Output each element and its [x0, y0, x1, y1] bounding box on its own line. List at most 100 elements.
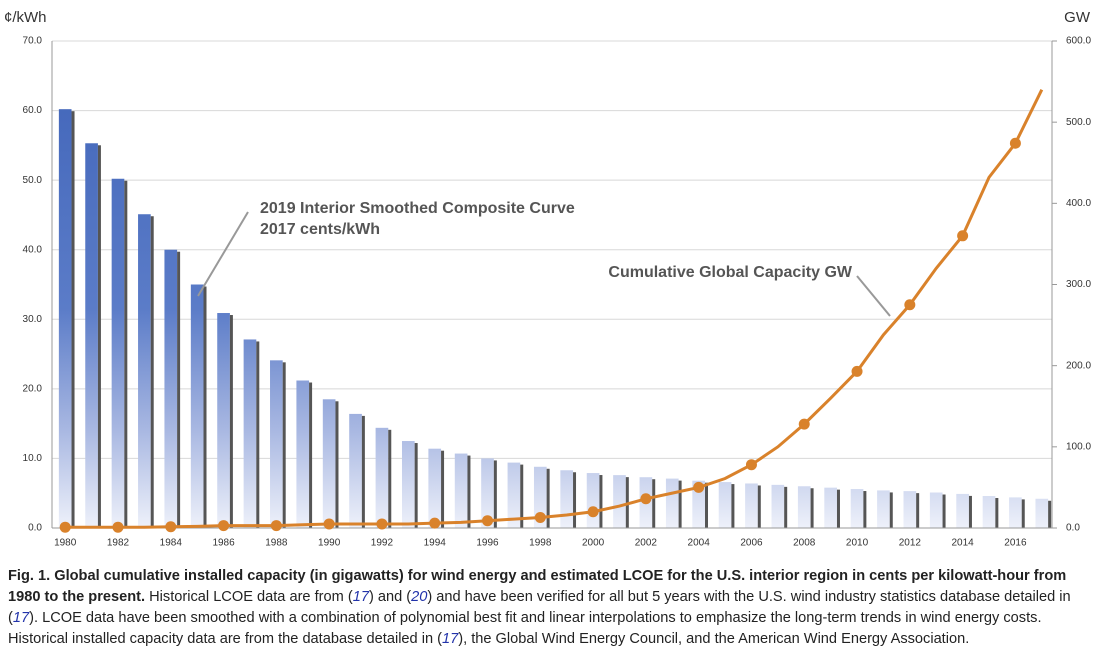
bar-shade — [229, 315, 233, 528]
bar — [982, 495, 996, 528]
bar-shade — [1048, 500, 1052, 528]
bar — [138, 214, 151, 529]
bar-shade — [916, 493, 920, 528]
x-tick-label: 1980 — [54, 538, 77, 549]
chart: ¢/kWh GW 2019 Interior Smoothed Composit… — [4, 9, 1091, 549]
bar-shade — [810, 488, 814, 528]
bar-shade — [520, 464, 524, 528]
bar — [481, 458, 494, 528]
bar-shade — [757, 485, 761, 528]
bar — [560, 470, 574, 528]
line-marker — [745, 459, 757, 471]
bar — [349, 413, 362, 528]
y-tick-label: 40.0 — [23, 244, 43, 255]
line-marker — [323, 518, 335, 530]
bar-shade — [97, 145, 101, 528]
bar — [507, 462, 521, 528]
y2-tick-label: 0.0 — [1066, 523, 1080, 534]
line-marker — [165, 521, 177, 533]
bar — [903, 491, 917, 528]
y2-tick-label: 400.0 — [1066, 198, 1091, 209]
bar — [296, 380, 310, 528]
bar-shade — [282, 362, 286, 528]
x-tick-label: 1992 — [371, 538, 394, 549]
line — [65, 89, 1044, 529]
bar — [586, 473, 600, 528]
annotation: 2019 Interior Smoothed Composite Curve — [260, 200, 575, 217]
bar — [929, 492, 943, 528]
caption-text: ) and have been verified for all but 5 y… — [8, 589, 1071, 626]
x-tick-label: 1988 — [265, 538, 288, 549]
bar — [745, 483, 758, 528]
bar — [111, 178, 125, 528]
reference[interactable]: 20 — [411, 589, 428, 605]
y-tick-label: 30.0 — [23, 314, 43, 325]
bar-shade — [573, 472, 577, 528]
leader-line — [197, 211, 249, 297]
x-tick-label: 2014 — [951, 538, 974, 549]
bar — [454, 453, 468, 528]
y-tick-label: 20.0 — [23, 383, 43, 394]
bar-shade — [705, 482, 709, 528]
x-tick-label: 1996 — [476, 538, 499, 549]
y-axis-title: ¢/kWh — [4, 9, 47, 26]
reference[interactable]: 17 — [442, 631, 459, 647]
bar — [375, 427, 389, 528]
bar-shade — [150, 216, 154, 529]
reference[interactable]: 17 — [12, 610, 30, 626]
bar — [217, 313, 230, 528]
y-tick-label: 10.0 — [23, 453, 43, 464]
x-tick-label: 2004 — [688, 538, 711, 549]
y-tick-label: 70.0 — [23, 36, 43, 47]
bar-shade — [309, 382, 313, 528]
line-marker — [112, 521, 124, 533]
bar-shade — [71, 111, 75, 529]
x-tick-label: 1998 — [529, 538, 552, 549]
bar-shade — [1021, 499, 1025, 528]
x-tick-label: 1982 — [107, 538, 130, 549]
line-marker — [429, 517, 441, 529]
bar-shade — [414, 443, 418, 528]
bar-shade — [678, 480, 682, 528]
bar-shade — [177, 251, 181, 528]
y2-axis-title: GW — [1064, 9, 1091, 26]
line-marker — [270, 520, 282, 532]
y-tick-label: 50.0 — [23, 175, 43, 186]
line-marker — [218, 520, 230, 532]
annotation: 2017 cents/kWh — [260, 221, 380, 238]
leader-line — [856, 275, 891, 317]
bar — [850, 489, 864, 528]
bar-shade — [599, 475, 603, 528]
y-tick-label: 60.0 — [23, 105, 43, 116]
bar — [58, 109, 72, 529]
bar — [665, 478, 679, 528]
bar — [1035, 498, 1049, 528]
bar — [164, 249, 178, 528]
bar-shade — [863, 491, 867, 528]
bar — [428, 448, 442, 528]
annotation: Cumulative Global Capacity GW — [608, 264, 853, 281]
bar-shade — [942, 494, 946, 528]
bar-shade — [995, 497, 999, 528]
line-marker — [693, 481, 705, 493]
bar-shade — [493, 460, 497, 528]
x-tick-label: 1994 — [424, 538, 447, 549]
reference[interactable]: 17 — [352, 589, 369, 605]
bar-shade — [836, 489, 840, 528]
bar-shade — [546, 468, 550, 528]
line-marker — [59, 521, 71, 533]
line-marker — [640, 493, 652, 505]
bar — [771, 484, 785, 528]
x-tick-label: 1990 — [318, 538, 341, 549]
y2-tick-label: 500.0 — [1066, 117, 1091, 128]
bar-shade — [784, 486, 788, 528]
bar — [243, 339, 257, 528]
line-marker — [904, 299, 916, 311]
bar-shade — [361, 415, 365, 528]
line-marker — [587, 506, 599, 518]
x-tick-label: 2016 — [1004, 538, 1027, 549]
bar-shade — [652, 479, 656, 528]
line-marker — [376, 518, 388, 530]
bar — [401, 441, 415, 528]
